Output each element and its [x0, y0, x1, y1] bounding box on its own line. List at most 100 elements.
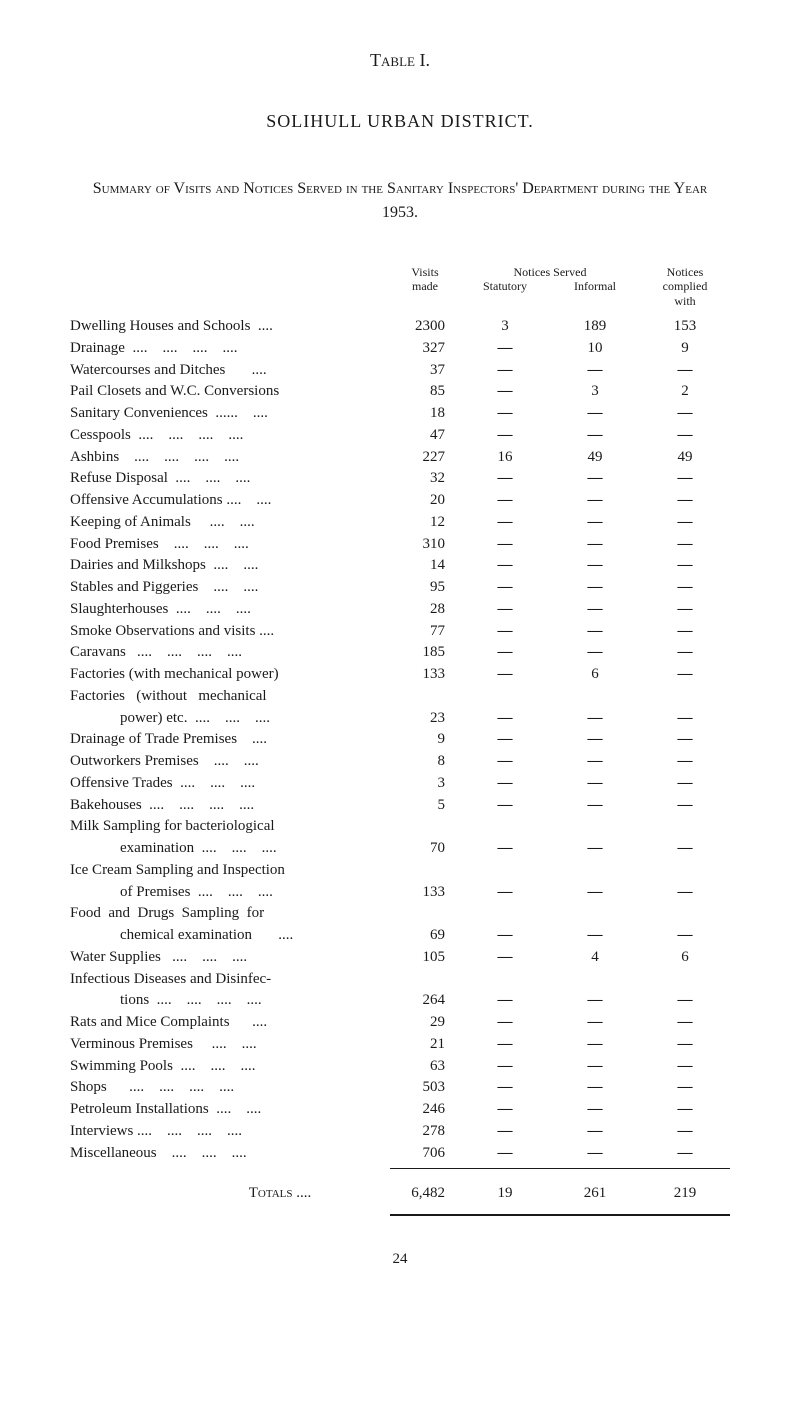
table-label: Table I. — [70, 50, 730, 71]
row-visits — [390, 860, 460, 882]
header-complied-line1: Notices — [667, 265, 704, 279]
row-informal: — — [550, 795, 640, 817]
row-informal: 189 — [550, 316, 640, 338]
row-label: Outworkers Premises .... .... — [70, 751, 390, 773]
row-statutory: — — [460, 468, 550, 490]
row-informal: — — [550, 729, 640, 751]
header-complied: Notices complied with — [640, 265, 730, 308]
table-row: Swimming Pools .... .... ....63——— — [70, 1056, 730, 1078]
row-label: Slaughterhouses .... .... .... — [70, 599, 390, 621]
row-statutory: — — [460, 795, 550, 817]
row-label: Petroleum Installations .... .... — [70, 1099, 390, 1121]
row-label: Interviews .... .... .... .... — [70, 1121, 390, 1143]
row-visits: 706 — [390, 1143, 460, 1165]
row-visits: 95 — [390, 577, 460, 599]
row-visits: 185 — [390, 642, 460, 664]
table-row: Food and Drugs Sampling for — [70, 903, 730, 925]
row-label: Watercourses and Ditches .... — [70, 360, 390, 382]
row-informal — [550, 860, 640, 882]
row-statutory — [460, 903, 550, 925]
row-complied: — — [640, 1056, 730, 1078]
row-complied: 49 — [640, 447, 730, 469]
table-row: Factories (with mechanical power)133—6— — [70, 664, 730, 686]
row-visits: 69 — [390, 925, 460, 947]
table-row: Stables and Piggeries .... ....95——— — [70, 577, 730, 599]
row-statutory: — — [460, 664, 550, 686]
row-informal — [550, 903, 640, 925]
table-row: Outworkers Premises .... ....8——— — [70, 751, 730, 773]
row-label: Dwelling Houses and Schools .... — [70, 316, 390, 338]
page-number: 24 — [70, 1251, 730, 1268]
row-complied: — — [640, 664, 730, 686]
header-row-1: Visits made Notices Served Statutory Inf… — [70, 265, 730, 308]
row-statutory: — — [460, 642, 550, 664]
row-complied: — — [640, 577, 730, 599]
row-statutory: — — [460, 838, 550, 860]
row-informal: — — [550, 468, 640, 490]
row-statutory: — — [460, 425, 550, 447]
row-visits: 85 — [390, 381, 460, 403]
row-complied: — — [640, 1121, 730, 1143]
table-row: Offensive Accumulations .... ....20——— — [70, 490, 730, 512]
row-visits: 20 — [390, 490, 460, 512]
row-complied — [640, 903, 730, 925]
totals-visits: 6,482 — [390, 1185, 460, 1202]
row-complied: 2 — [640, 381, 730, 403]
row-informal: — — [550, 1143, 640, 1165]
row-statutory: — — [460, 708, 550, 730]
row-statutory: — — [460, 577, 550, 599]
row-informal: 4 — [550, 947, 640, 969]
row-informal: — — [550, 577, 640, 599]
row-visits: 47 — [390, 425, 460, 447]
header-complied-line3: with — [674, 294, 695, 308]
row-informal: — — [550, 360, 640, 382]
row-statutory: — — [460, 360, 550, 382]
row-label: Caravans .... .... .... .... — [70, 642, 390, 664]
row-statutory: — — [460, 751, 550, 773]
table-row: Rats and Mice Complaints ....29——— — [70, 1012, 730, 1034]
row-complied: — — [640, 729, 730, 751]
table-row: Smoke Observations and visits ....77——— — [70, 621, 730, 643]
row-visits: 32 — [390, 468, 460, 490]
row-informal: — — [550, 425, 640, 447]
row-informal: — — [550, 403, 640, 425]
row-informal: — — [550, 990, 640, 1012]
row-statutory: — — [460, 882, 550, 904]
row-visits: 12 — [390, 512, 460, 534]
table-row: chemical examination ....69——— — [70, 925, 730, 947]
table-row: examination .... .... ....70——— — [70, 838, 730, 860]
table-row: Watercourses and Ditches ....37——— — [70, 360, 730, 382]
table-row: Keeping of Animals .... ....12——— — [70, 512, 730, 534]
totals-row: Totals .... 6,482 19 261 219 — [70, 1177, 730, 1210]
row-visits: 63 — [390, 1056, 460, 1078]
row-label: Stables and Piggeries .... .... — [70, 577, 390, 599]
row-statutory — [460, 686, 550, 708]
row-complied: — — [640, 490, 730, 512]
table-row: Offensive Trades .... .... ....3——— — [70, 773, 730, 795]
row-label: Bakehouses .... .... .... .... — [70, 795, 390, 817]
table-row: Ashbins .... .... .... ....227164949 — [70, 447, 730, 469]
row-statutory — [460, 816, 550, 838]
row-statutory: — — [460, 512, 550, 534]
totals-statutory: 19 — [460, 1185, 550, 1202]
row-visits: 28 — [390, 599, 460, 621]
table-row: Cesspools .... .... .... ....47——— — [70, 425, 730, 447]
header-complied-line2: complied — [663, 279, 708, 293]
row-statutory: — — [460, 599, 550, 621]
row-statutory: — — [460, 1034, 550, 1056]
row-visits: 70 — [390, 838, 460, 860]
row-visits: 23 — [390, 708, 460, 730]
row-complied — [640, 686, 730, 708]
row-complied: 153 — [640, 316, 730, 338]
row-visits: 9 — [390, 729, 460, 751]
row-label: Infectious Diseases and Disinfec- — [70, 969, 390, 991]
row-informal: — — [550, 512, 640, 534]
row-label: Factories (with mechanical power) — [70, 664, 390, 686]
row-visits: 37 — [390, 360, 460, 382]
table-row: Sanitary Conveniences ...... ....18——— — [70, 403, 730, 425]
row-statutory: — — [460, 925, 550, 947]
table-row: Shops .... .... .... ....503——— — [70, 1077, 730, 1099]
district-title: SOLIHULL URBAN DISTRICT. — [70, 111, 730, 132]
row-statutory: — — [460, 555, 550, 577]
row-label: Offensive Accumulations .... .... — [70, 490, 390, 512]
